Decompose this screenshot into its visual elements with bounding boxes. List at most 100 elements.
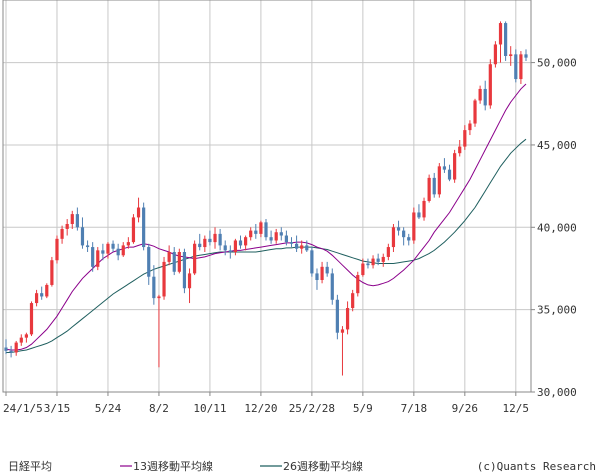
candle-body	[493, 44, 498, 65]
candle-up	[34, 289, 39, 307]
candle-up	[50, 256, 54, 287]
legend-item-ma13: 13週移動平均線	[133, 459, 213, 473]
candle-body	[407, 237, 411, 241]
candle-body	[177, 252, 181, 272]
candle-body	[524, 54, 528, 58]
x-tick-label: 7/18	[401, 402, 428, 415]
candle-body	[121, 245, 125, 256]
credit-text: (c)Quants Research	[477, 460, 596, 473]
candle-down	[116, 243, 120, 261]
x-tick-label: 3/15	[44, 402, 71, 415]
candle-up	[106, 242, 110, 259]
candle-body	[24, 334, 28, 338]
y-axis: 30,000 35,000 40,000 45,000 50,000	[531, 57, 577, 399]
candle-down	[366, 258, 370, 269]
candle-up	[121, 242, 125, 257]
candle-body	[193, 243, 197, 274]
candle-up	[381, 253, 385, 267]
candle-body	[208, 238, 212, 243]
candle-body	[422, 200, 426, 218]
candle-up	[213, 227, 217, 249]
ma26-line	[6, 138, 527, 353]
candle-up	[453, 149, 457, 183]
candle-body	[284, 235, 288, 243]
candle-body	[218, 233, 222, 246]
candle-body	[315, 273, 319, 280]
candle-body	[366, 263, 370, 266]
candle-up	[345, 301, 350, 335]
candle-body	[157, 296, 161, 299]
candle-body	[509, 54, 513, 56]
candle-down	[218, 228, 222, 251]
candle-body	[356, 275, 360, 294]
candle-down	[142, 202, 146, 251]
candle-body	[50, 260, 54, 285]
candle-body	[34, 293, 39, 304]
candle-down	[447, 164, 452, 182]
candle-body	[213, 233, 217, 243]
candle-down	[407, 233, 411, 246]
candle-body	[45, 284, 49, 297]
candle-body	[468, 123, 472, 131]
candle-down	[417, 204, 421, 220]
candle-down	[524, 49, 528, 61]
candle-body	[320, 266, 324, 280]
candle-body	[162, 261, 166, 297]
candle-body	[345, 308, 350, 330]
candle-body	[9, 350, 13, 353]
candle-body	[29, 303, 34, 335]
candle-body	[289, 242, 294, 244]
candle-up	[96, 247, 100, 271]
candle-up	[340, 326, 345, 376]
x-tick-label: 12/5	[503, 402, 530, 415]
candle-body	[269, 237, 273, 241]
candle-down	[325, 261, 329, 277]
candle-up	[437, 163, 441, 198]
candle-down	[483, 80, 487, 111]
candle-down	[335, 294, 339, 340]
candle-up	[55, 235, 59, 264]
candle-body	[330, 273, 334, 300]
candle-down	[254, 224, 258, 239]
candle-body	[437, 166, 441, 195]
candle-body	[447, 169, 452, 180]
candle-body	[233, 240, 238, 252]
candle-up	[458, 140, 462, 157]
plot-frame	[2, 0, 532, 393]
candle-up	[478, 85, 482, 104]
candle-body	[152, 276, 156, 299]
candle-body	[381, 256, 385, 262]
candle-down	[40, 286, 44, 300]
candle-down	[514, 49, 518, 83]
candle-body	[483, 88, 487, 106]
candle-down	[228, 245, 232, 259]
candle-body	[432, 177, 436, 195]
candle-body	[402, 230, 406, 238]
candle-body	[274, 232, 278, 241]
candle-up	[259, 220, 263, 238]
candle-body	[442, 166, 447, 170]
candle-down	[279, 227, 283, 241]
candle-up	[274, 228, 278, 244]
candle-body	[478, 88, 482, 101]
candle-body	[19, 337, 23, 343]
candle-body	[391, 227, 396, 248]
candle-body	[14, 342, 18, 353]
candle-down	[442, 158, 447, 173]
candle-up	[19, 334, 23, 346]
candle-down	[310, 247, 314, 277]
candle-up	[65, 219, 69, 236]
candle-body	[70, 214, 74, 224]
legend-item-ma26: 26週移動平均線	[283, 459, 363, 473]
candle-body	[386, 247, 390, 257]
candle-up	[468, 120, 472, 136]
candle-down	[75, 207, 79, 231]
candle-body	[131, 217, 136, 243]
candle-body	[187, 273, 192, 289]
candle-body	[167, 252, 171, 262]
y-tick-label: 40,000	[537, 221, 577, 234]
x-tick-label: 24/1/5	[3, 402, 43, 415]
candle-up	[427, 174, 431, 203]
candle-down	[152, 265, 156, 305]
legend: 日経平均 13週移動平均線 26週移動平均線	[8, 459, 363, 473]
